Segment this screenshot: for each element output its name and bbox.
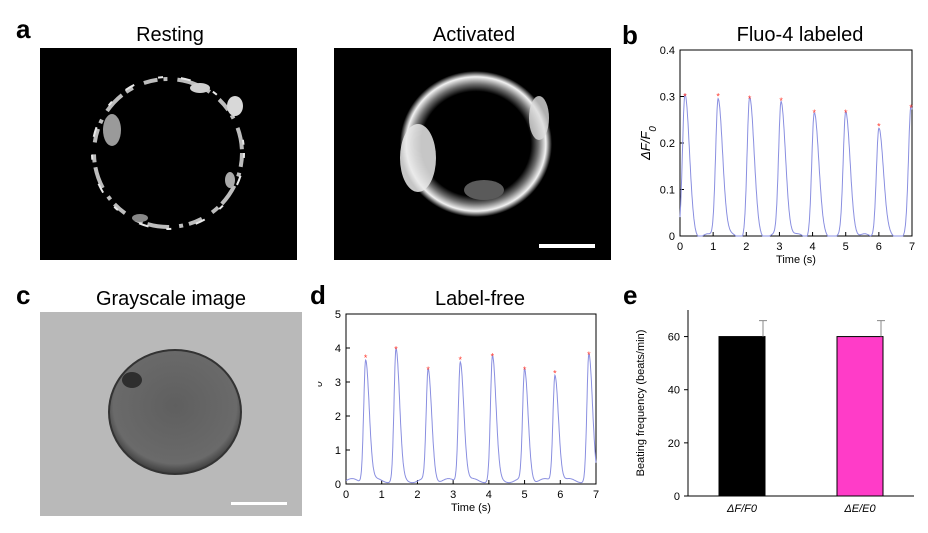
bar — [718, 336, 766, 497]
peak-marker: * — [364, 353, 368, 363]
y-tick-label: 1 — [335, 445, 341, 457]
peak-marker: * — [812, 108, 816, 118]
peak-marker: * — [587, 350, 591, 360]
chart-e: 0 20 40 60 Beating frequency (beats/min) ΔF/F… — [635, 310, 914, 515]
x-tick-label: 7 — [909, 241, 915, 253]
y-tick-label: 2 — [335, 411, 341, 423]
y-tick-label: 4 — [335, 343, 341, 355]
x-tick-label: 1 — [379, 489, 385, 501]
x-tick-label: 4 — [486, 489, 492, 501]
peak-marker: * — [426, 365, 430, 375]
peak-marker: * — [553, 369, 557, 379]
x-tick-label: 0 — [677, 241, 683, 253]
category-label: ΔE/E0 — [843, 503, 876, 515]
bar — [836, 336, 884, 497]
panel-label-a: a — [16, 14, 31, 44]
x-axis-label: Time (s) — [776, 254, 816, 266]
scale-bar — [539, 244, 595, 248]
y-tick-label: 0 — [335, 479, 341, 491]
chart-d: 0 1 2 3 4 5 6 7 0 1 2 3 4 5 Time (s) ΔE/E0 * * * * * * * * — [318, 309, 599, 514]
peak-marker: * — [459, 355, 463, 365]
y-axis-label: ΔE/E0 — [318, 381, 325, 418]
activated-title: Activated — [432, 24, 516, 46]
peak-marker: * — [394, 345, 398, 355]
x-tick-label: 6 — [557, 489, 563, 501]
y-tick-label: 20 — [668, 438, 680, 450]
peak-marker: * — [491, 352, 495, 362]
peak-marker: * — [716, 92, 720, 102]
resting-title: Resting — [136, 24, 204, 46]
peak-marker: * — [523, 365, 527, 375]
x-tick-label: 5 — [843, 241, 849, 253]
panel-label-d: d — [310, 280, 326, 310]
y-axis-label: ΔF/F0 — [638, 126, 659, 161]
peak-marker: * — [877, 122, 881, 132]
peak-marker: * — [748, 94, 752, 104]
x-axis-label: Time (s) — [451, 502, 491, 514]
y-tick-label: 0.1 — [660, 185, 675, 197]
panel-label-e: e — [623, 280, 638, 310]
x-tick-label: 1 — [710, 241, 716, 253]
x-tick-label: 0 — [343, 489, 349, 501]
y-axis-label: Beating frequency (beats/min) — [635, 330, 647, 477]
grayscale-title: Grayscale image — [95, 288, 247, 310]
panel-label-c: c — [16, 280, 31, 310]
x-tick-label: 2 — [743, 241, 749, 253]
resting-micrograph — [40, 48, 297, 260]
y-tick-label: 40 — [668, 385, 680, 397]
y-tick-label: 0.2 — [660, 138, 675, 150]
peak-marker: * — [844, 108, 848, 118]
y-tick-label: 3 — [335, 377, 341, 389]
y-tick-label: 60 — [668, 332, 680, 344]
y-tick-label: 0 — [674, 491, 680, 503]
peak-marker: * — [683, 92, 687, 102]
x-tick-label: 3 — [776, 241, 782, 253]
y-tick-label: 0.4 — [660, 46, 675, 57]
x-tick-label: 5 — [522, 489, 528, 501]
signal-trace — [679, 93, 913, 237]
x-tick-label: 7 — [593, 489, 599, 501]
scale-bar — [231, 502, 287, 505]
x-tick-label: 6 — [876, 241, 882, 253]
y-tick-label: 0 — [669, 231, 675, 243]
plot-frame — [345, 313, 597, 485]
x-tick-label: 2 — [414, 489, 420, 501]
category-label: ΔF/F0 — [726, 503, 758, 515]
fluo-title: Fluo-4 labeled — [736, 24, 864, 46]
peak-marker: * — [779, 96, 783, 106]
y-tick-label: 5 — [335, 309, 341, 321]
label-free-title: Label-free — [434, 288, 526, 310]
peak-marker: * — [909, 103, 913, 113]
x-tick-label: 3 — [450, 489, 456, 501]
y-tick-label: 0.3 — [660, 92, 675, 104]
panel-label-b: b — [622, 20, 638, 50]
chart-b: 0 1 2 3 4 5 6 7 0 0.1 0.2 0.3 0.4 Time (s) ΔF/F0 * * * * * *… — [638, 46, 915, 266]
x-tick-label: 4 — [810, 241, 816, 253]
signal-trace — [345, 347, 597, 484]
activated-micrograph — [334, 48, 611, 260]
grayscale-micrograph — [40, 312, 302, 516]
